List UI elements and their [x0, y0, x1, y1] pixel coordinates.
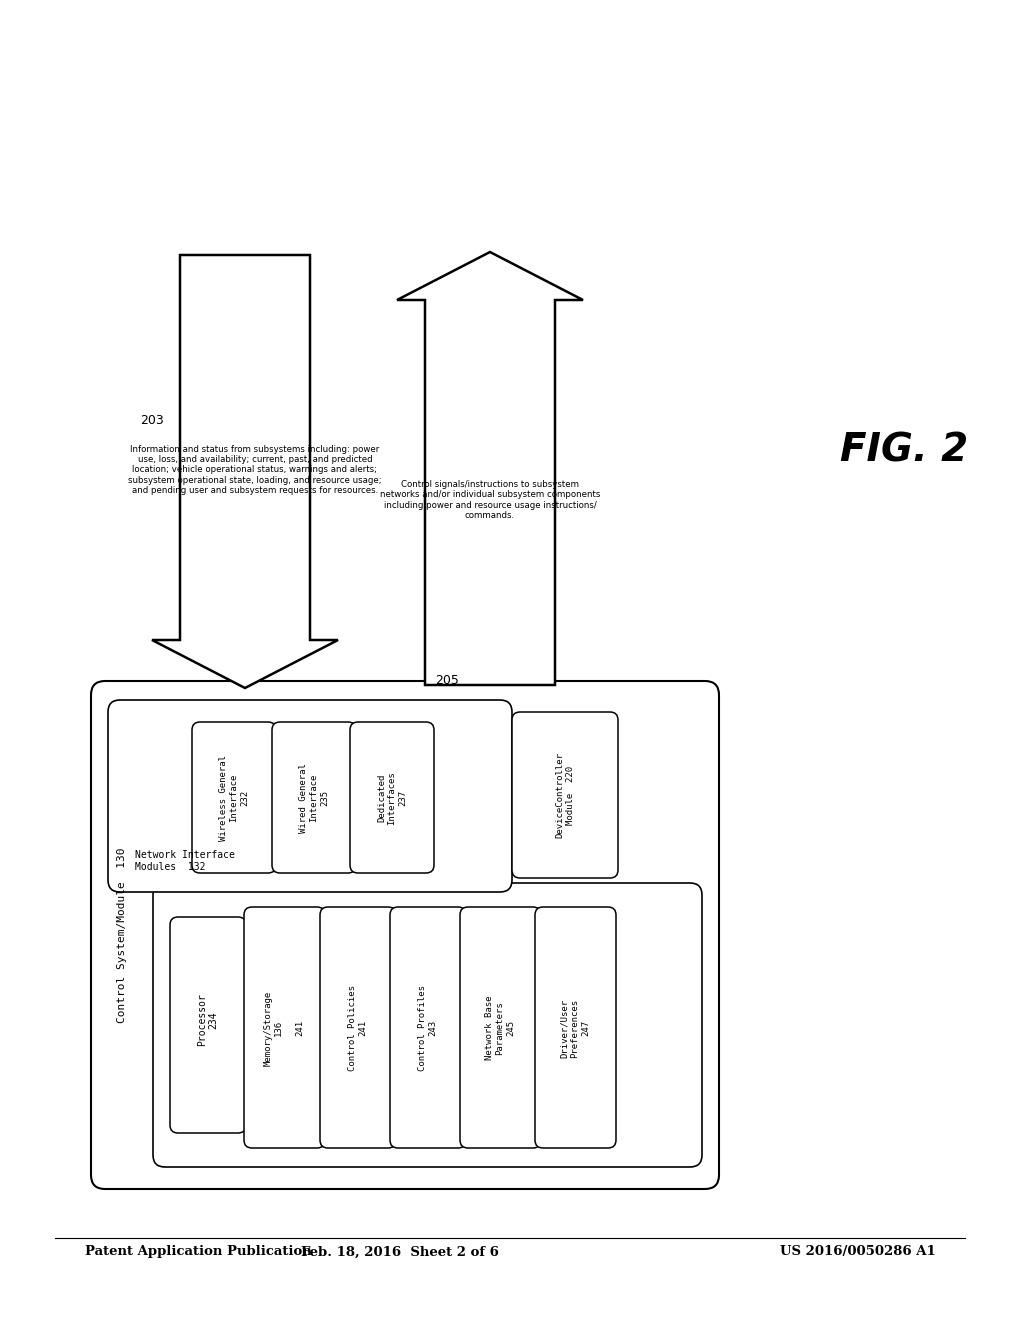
FancyBboxPatch shape — [91, 681, 719, 1189]
FancyBboxPatch shape — [153, 883, 702, 1167]
Text: Patent Application Publication: Patent Application Publication — [85, 1246, 311, 1258]
FancyBboxPatch shape — [535, 907, 616, 1148]
FancyBboxPatch shape — [512, 711, 618, 878]
Text: DeviceController
Module  220: DeviceController Module 220 — [555, 752, 574, 838]
Text: Wired General
Interface
235: Wired General Interface 235 — [299, 763, 329, 833]
FancyBboxPatch shape — [390, 907, 466, 1148]
Text: 203: 203 — [140, 413, 164, 426]
FancyBboxPatch shape — [319, 907, 396, 1148]
Text: Control Profiles
243: Control Profiles 243 — [418, 985, 437, 1071]
Text: Network Base
Parameters
245: Network Base Parameters 245 — [485, 995, 515, 1060]
FancyBboxPatch shape — [108, 700, 512, 892]
Text: Memory/Storage
136

241: Memory/Storage 136 241 — [264, 990, 304, 1065]
FancyBboxPatch shape — [244, 907, 325, 1148]
FancyBboxPatch shape — [272, 722, 356, 873]
Text: Wireless General
Interface
232: Wireless General Interface 232 — [219, 755, 249, 841]
Text: Processor
234: Processor 234 — [198, 994, 219, 1047]
Polygon shape — [152, 255, 338, 688]
Text: 205: 205 — [435, 673, 459, 686]
Text: Driver/User
Preferences
247: Driver/User Preferences 247 — [560, 998, 590, 1057]
FancyBboxPatch shape — [170, 917, 246, 1133]
Text: Control Policies
241: Control Policies 241 — [348, 985, 368, 1071]
Text: Control System/Module  130: Control System/Module 130 — [117, 847, 127, 1023]
FancyBboxPatch shape — [193, 722, 276, 873]
Text: Feb. 18, 2016  Sheet 2 of 6: Feb. 18, 2016 Sheet 2 of 6 — [301, 1246, 499, 1258]
Text: Dedicated
Interfaces
237: Dedicated Interfaces 237 — [377, 771, 407, 825]
FancyBboxPatch shape — [460, 907, 541, 1148]
Text: US 2016/0050286 A1: US 2016/0050286 A1 — [780, 1246, 936, 1258]
Text: Network Interface
Modules  132: Network Interface Modules 132 — [135, 850, 234, 871]
FancyBboxPatch shape — [350, 722, 434, 873]
Polygon shape — [397, 252, 583, 685]
Text: Control signals/instructions to subsystem
networks and/or individual subsystem c: Control signals/instructions to subsyste… — [380, 480, 600, 520]
Text: Information and status from subsystems including: power
use, loss, and availabil: Information and status from subsystems i… — [128, 445, 382, 495]
Text: FIG. 2: FIG. 2 — [840, 432, 968, 469]
